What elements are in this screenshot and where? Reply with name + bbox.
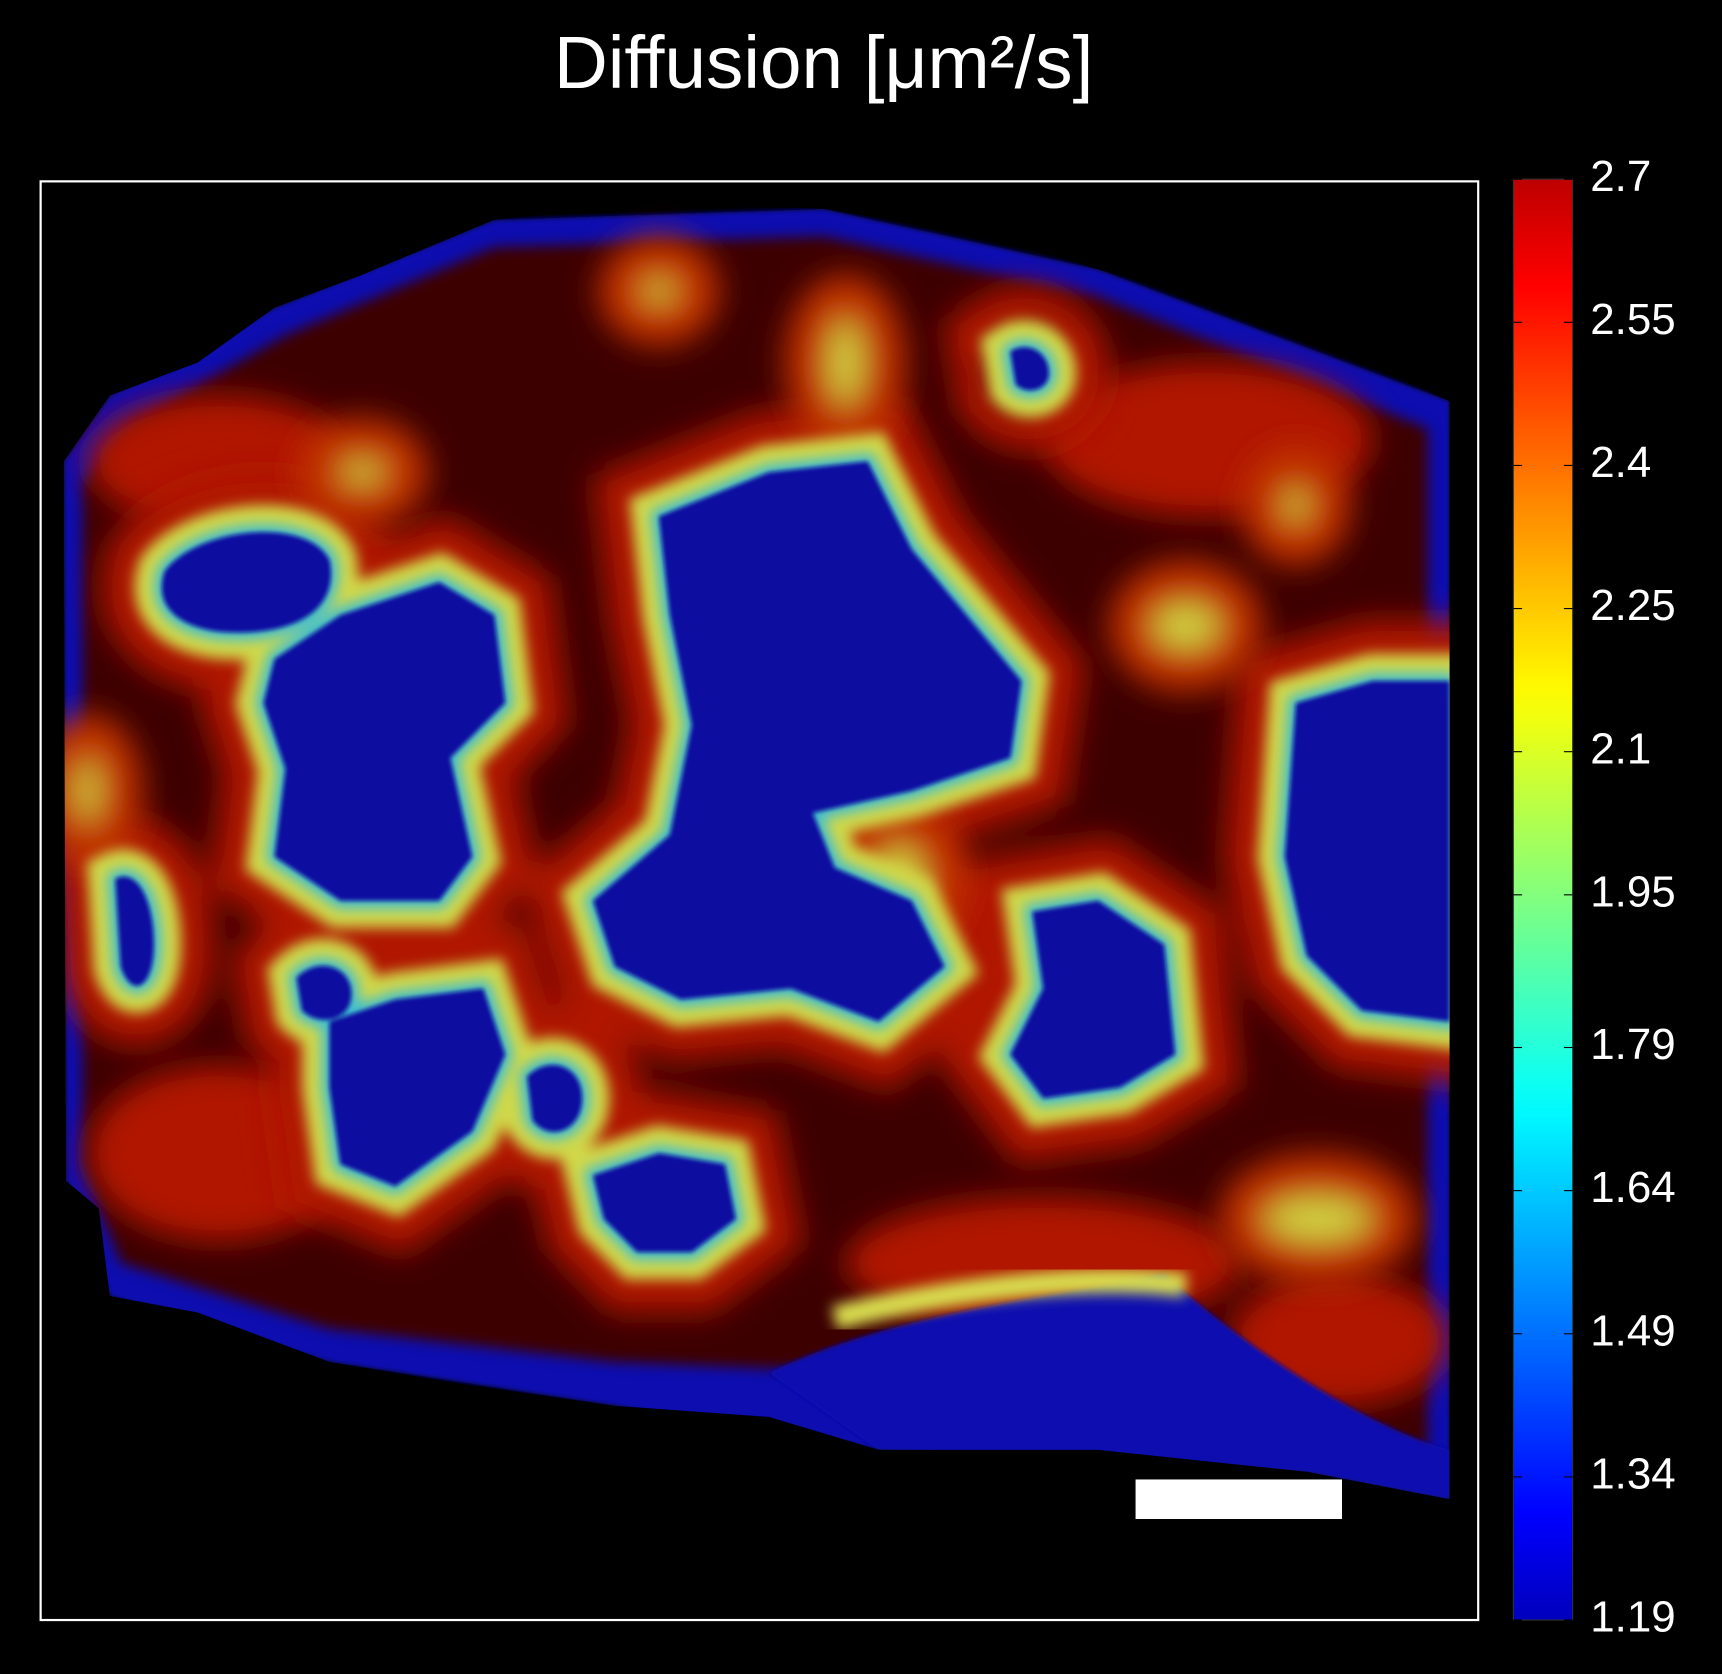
colorbar-tick-label: 1.79 xyxy=(1590,1020,1675,1069)
colorbar-tick-label: 1.49 xyxy=(1590,1306,1675,1355)
colorbar-tick-label: 1.34 xyxy=(1590,1450,1675,1499)
colorbar xyxy=(1512,178,1574,1621)
colorbar-tick-label: 1.19 xyxy=(1590,1593,1675,1642)
colorbar-tick-label: 2.1 xyxy=(1590,724,1651,773)
colorbar-tick-label: 1.64 xyxy=(1590,1163,1675,1212)
plot-frame xyxy=(39,180,1480,1622)
colorbar-tick-label: 1.95 xyxy=(1590,867,1675,916)
colorbar-tick-label: 2.25 xyxy=(1590,581,1675,630)
chart-title: Diffusion [μm²/s] xyxy=(554,20,1093,104)
colorbar-tick-label: 2.4 xyxy=(1590,438,1651,487)
colorbar-tick-label: 2.55 xyxy=(1590,295,1675,344)
scale-bar xyxy=(1135,1479,1343,1519)
heatmap-image xyxy=(40,181,1479,1621)
colorbar-tick-label: 2.7 xyxy=(1590,152,1651,201)
